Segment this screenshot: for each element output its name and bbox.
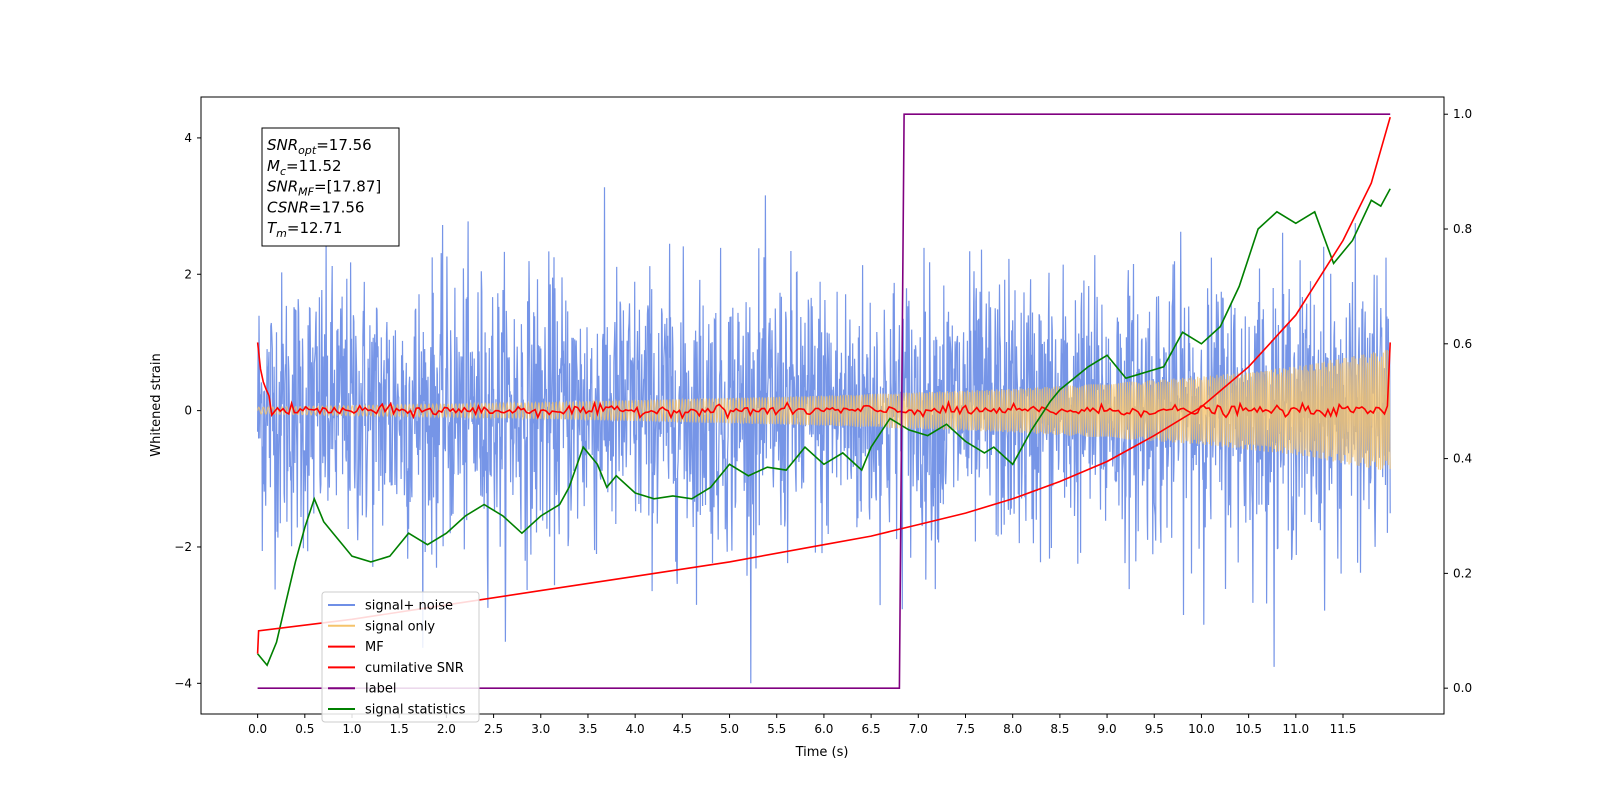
x-tick-label: 9.5	[1145, 722, 1164, 736]
legend-label: label	[365, 682, 396, 697]
info-line: CSNR=17.56	[267, 198, 364, 216]
x-tick-label: 8.0	[1003, 722, 1022, 736]
x-axis-title: Time (s)	[795, 745, 849, 760]
legend-label: cumilative SNR	[365, 661, 464, 676]
y-tick-label: −4	[174, 676, 192, 690]
info-line: SNRopt=17.56	[267, 136, 372, 157]
x-tick-label: 0.0	[248, 722, 267, 736]
legend-label: signal statistics	[365, 703, 466, 718]
legend-label: signal only	[365, 619, 435, 634]
info-line-subscript: MF	[298, 186, 314, 199]
legend-frame	[321, 591, 480, 723]
y-tick-label: −2	[174, 540, 192, 554]
x-tick-label: 11.5	[1330, 722, 1357, 736]
x-tick-label: 3.5	[578, 722, 597, 736]
y-axis-title: Whitened strain	[149, 353, 164, 456]
x-tick-label: 1.0	[342, 722, 361, 736]
info-line: SNRMF=[17.87]	[267, 178, 381, 199]
x-tick-label: 7.5	[956, 722, 975, 736]
info-line: Tm=12.71	[267, 219, 342, 240]
info-line-subscript: opt	[298, 144, 317, 157]
x-tick-label: 5.0	[720, 722, 739, 736]
y-tick-label: 4	[184, 131, 192, 145]
y2-tick-label: 0.8	[1453, 222, 1472, 236]
info-line: Mc=11.52	[267, 157, 342, 178]
x-tick-label: 9.0	[1098, 722, 1117, 736]
y-tick-label: 0	[184, 404, 192, 418]
info-box: SNRopt=17.56Mc=11.52SNRMF=[17.87]CSNR=17…	[261, 127, 400, 247]
x-tick-label: 2.5	[484, 722, 503, 736]
x-tick-label: 8.5	[1050, 722, 1069, 736]
info-line-symbol: T	[267, 219, 278, 237]
legend-label: signal+ noise	[365, 599, 453, 614]
info-line-symbol: SNR	[267, 136, 298, 154]
info-line-value: =17.56	[316, 136, 372, 154]
x-tick-label: 10.0	[1188, 722, 1215, 736]
info-line-value: =17.56	[309, 198, 365, 216]
x-tick-label: 3.0	[531, 722, 550, 736]
info-line-symbol: M	[267, 157, 280, 175]
x-tick-label: 4.5	[673, 722, 692, 736]
y2-tick-label: 0.4	[1453, 452, 1472, 466]
info-line-subscript: m	[276, 227, 287, 240]
legend-label: MF	[365, 640, 384, 655]
x-tick-label: 6.0	[814, 722, 833, 736]
info-line-symbol: SNR	[267, 178, 298, 196]
info-line-value: =12.71	[287, 219, 343, 237]
series-signal-statistics-line	[256, 188, 1391, 667]
y2-tick-label: 1.0	[1453, 107, 1472, 121]
y2-tick-label: 0.0	[1453, 681, 1472, 695]
info-line-value: =[17.87]	[314, 178, 381, 196]
y2-tick-label: 0.6	[1453, 337, 1472, 351]
series-signal-only-line	[257, 349, 1391, 471]
axes-layer: 0.0 0.5 1.0 1.5 2.0 2.5 3.0 3.5 4.0 4.5 5.0 5.5 6.0 6…	[174, 107, 1472, 736]
x-tick-label: 7.0	[909, 722, 928, 736]
x-tick-label: 11.0	[1282, 722, 1309, 736]
x-tick-label: 6.5	[862, 722, 881, 736]
series-label-line	[257, 113, 1391, 690]
x-tick-label: 10.5	[1235, 722, 1262, 736]
x-tick-label: 5.5	[767, 722, 786, 736]
y2-tick-label: 0.2	[1453, 566, 1472, 580]
x-tick-label: 1.5	[390, 722, 409, 736]
info-line-subscript: c	[280, 165, 286, 178]
info-line-symbol: CSNR	[267, 198, 309, 216]
y-tick-label: 2	[184, 267, 192, 281]
info-box-frame	[261, 127, 400, 247]
x-tick-label: 2.0	[437, 722, 456, 736]
x-tick-label: 4.0	[626, 722, 645, 736]
plot-frame	[200, 96, 1445, 715]
info-line-value: =11.52	[286, 157, 342, 175]
legend: signal+ noise signal only MF cumilative SNR…	[321, 591, 480, 723]
x-tick-label: 0.5	[295, 722, 314, 736]
